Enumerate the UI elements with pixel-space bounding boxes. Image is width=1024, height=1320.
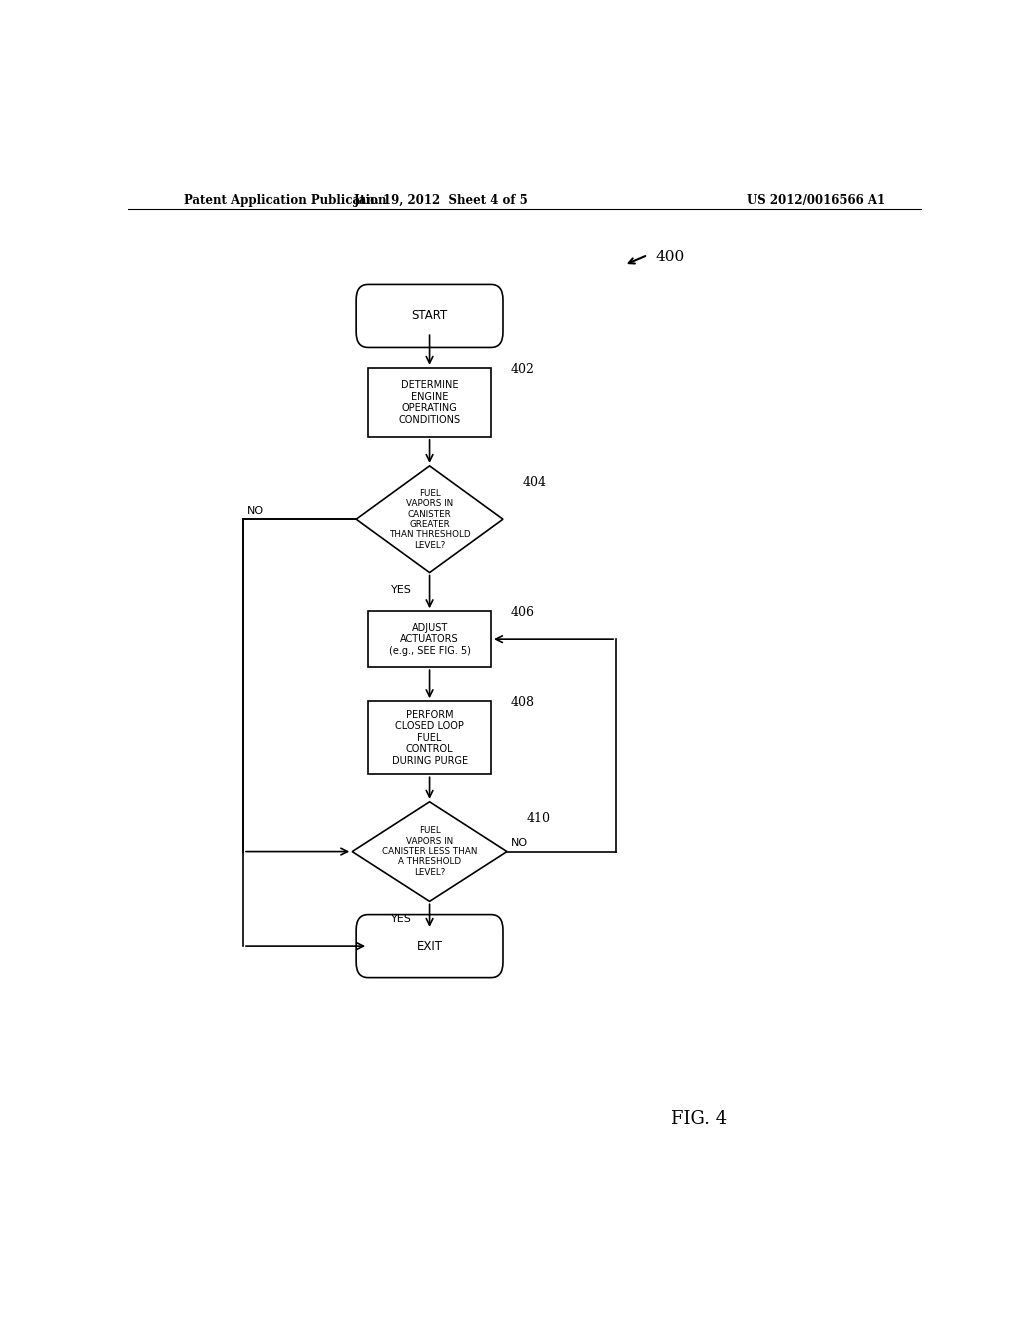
- Text: FIG. 4: FIG. 4: [672, 1110, 727, 1127]
- Text: FUEL
VAPORS IN
CANISTER LESS THAN
A THRESHOLD
LEVEL?: FUEL VAPORS IN CANISTER LESS THAN A THRE…: [382, 826, 477, 876]
- Text: 410: 410: [526, 812, 551, 825]
- Text: 400: 400: [655, 249, 685, 264]
- Text: 408: 408: [511, 696, 535, 709]
- Text: 406: 406: [511, 606, 535, 619]
- Text: START: START: [412, 309, 447, 322]
- Text: Patent Application Publication: Patent Application Publication: [183, 194, 386, 207]
- Text: EXIT: EXIT: [417, 940, 442, 953]
- Text: 402: 402: [511, 363, 535, 376]
- Text: NO: NO: [511, 838, 528, 849]
- Text: YES: YES: [391, 585, 413, 595]
- Polygon shape: [356, 466, 503, 573]
- Text: DETERMINE
ENGINE
OPERATING
CONDITIONS: DETERMINE ENGINE OPERATING CONDITIONS: [398, 380, 461, 425]
- Bar: [368, 368, 492, 437]
- Text: NO: NO: [247, 506, 264, 516]
- Text: Jan. 19, 2012  Sheet 4 of 5: Jan. 19, 2012 Sheet 4 of 5: [354, 194, 528, 207]
- FancyBboxPatch shape: [356, 284, 503, 347]
- Text: PERFORM
CLOSED LOOP
FUEL
CONTROL
DURING PURGE: PERFORM CLOSED LOOP FUEL CONTROL DURING …: [391, 710, 468, 766]
- Text: 404: 404: [523, 477, 547, 488]
- Text: FUEL
VAPORS IN
CANISTER
GREATER
THAN THRESHOLD
LEVEL?: FUEL VAPORS IN CANISTER GREATER THAN THR…: [389, 488, 470, 549]
- Text: YES: YES: [391, 913, 413, 924]
- Bar: [368, 611, 492, 667]
- FancyBboxPatch shape: [356, 915, 503, 978]
- Text: US 2012/0016566 A1: US 2012/0016566 A1: [748, 194, 885, 207]
- Text: ADJUST
ACTUATORS
(e.g., SEE FIG. 5): ADJUST ACTUATORS (e.g., SEE FIG. 5): [389, 623, 470, 656]
- Polygon shape: [352, 801, 507, 902]
- Bar: [368, 701, 492, 775]
